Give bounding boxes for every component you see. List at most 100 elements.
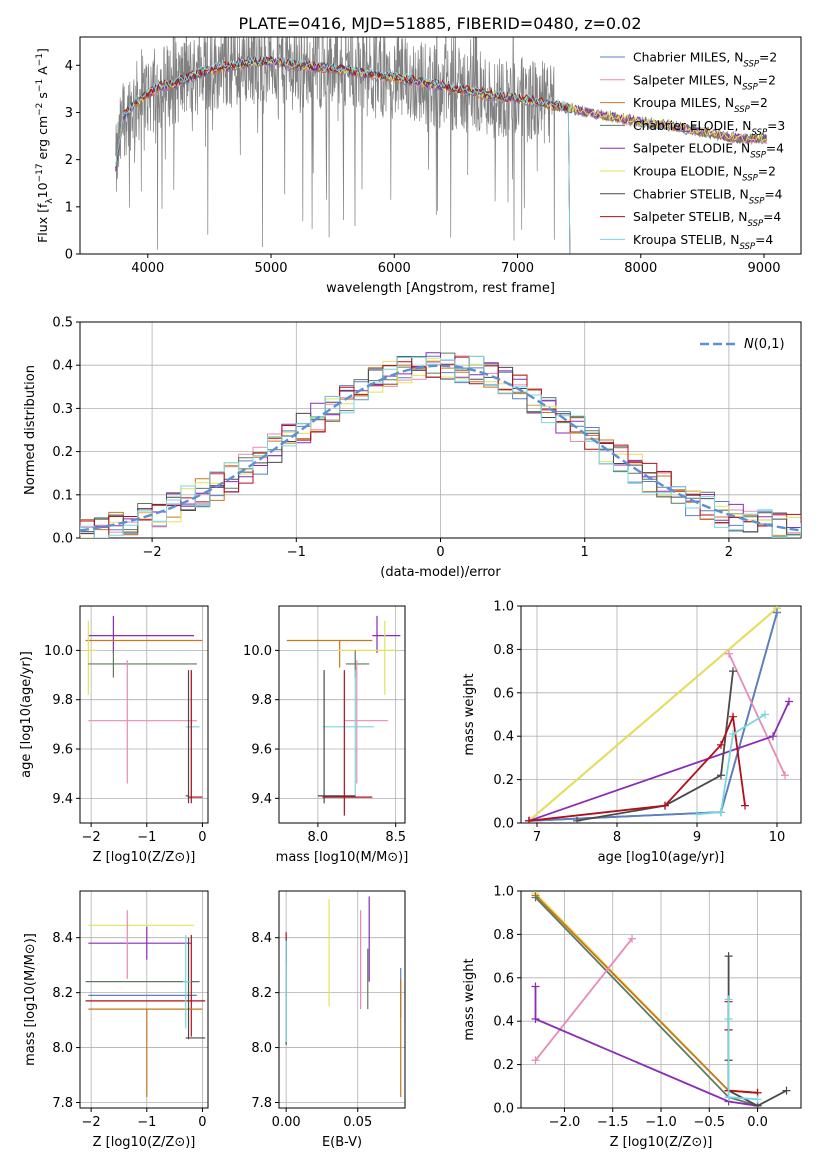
x-tick-label: 2 <box>725 545 733 560</box>
x-tick-label: −1.0 <box>645 1115 677 1130</box>
legend-label: Salpeter STELIB, NSSP=4 <box>633 210 781 229</box>
data-point-marker <box>753 1095 762 1104</box>
spectrum-panel: 4000 5000 6000 7000 8000 9000 0 1 2 3 4 wavelength … <box>35 36 802 296</box>
y-tick-label: 0.4 <box>493 1015 514 1030</box>
x-tick-label: −0.5 <box>693 1115 725 1130</box>
data-point-marker <box>717 808 725 817</box>
y-tick-label: 7.8 <box>251 1096 272 1111</box>
data-point-marker <box>773 608 781 617</box>
series-line <box>534 938 633 1061</box>
y-tick-label: 10.0 <box>243 644 272 659</box>
y-tick-label: 0.0 <box>493 817 514 832</box>
y-tick-label: 0.6 <box>493 686 514 701</box>
histogram-step-line <box>80 356 801 538</box>
y-tick-label: 1.0 <box>493 885 514 900</box>
series-line <box>728 653 786 776</box>
mass-weight-vs-Z-panel: −2.0 −1.5 −1.0 −0.5 0.0 0.0 0.2 0.4 0.6 0.8 1.0 Z [… <box>462 885 802 1150</box>
legend-label: Chabrier STELIB, NSSP=4 <box>633 187 783 206</box>
x-tick-label: 1 <box>581 545 589 560</box>
x-tick-label: 0.00 <box>272 1115 301 1130</box>
data-point-marker <box>729 667 737 676</box>
data-point-marker <box>724 1015 733 1024</box>
series-line <box>528 713 746 822</box>
data-point-marker <box>729 730 737 739</box>
x-axis-label: E(B-V) <box>322 1135 362 1150</box>
series-area <box>531 891 791 1108</box>
y-tick-label: 0.2 <box>52 445 73 460</box>
x-tick-label: 4000 <box>131 261 164 276</box>
x-tick-label: 10 <box>769 830 786 845</box>
y-tick-label: 0.8 <box>493 928 514 943</box>
data-point-marker <box>724 995 733 1004</box>
data-point-marker <box>531 893 540 902</box>
x-tick-label: −2 <box>82 830 101 845</box>
series-line <box>576 670 734 822</box>
data-point-marker <box>741 801 749 810</box>
data-point-marker <box>785 697 793 706</box>
axes-frame <box>520 605 802 824</box>
x-tick-label: −2.0 <box>549 1115 581 1130</box>
y-tick-label: 9.8 <box>251 693 272 708</box>
spectrum-plot-area <box>115 37 767 254</box>
age-vs-mass-panel: 8.0 8.5 9.4 9.6 9.8 10.0 mass [log10(M/M⊙)] <box>243 605 409 865</box>
y-tick-label: 4 <box>65 59 73 74</box>
spectrum-legend: Chabrier MILES, NSSP=2 Salpeter MILES, NS… <box>600 51 785 252</box>
y-tick-label: 0.5 <box>52 316 73 331</box>
x-tick-label: −1.5 <box>597 1115 629 1130</box>
figure-title: PLATE=0416, MJD=51885, FIBERID=0480, z=0… <box>238 14 641 33</box>
gaussian-curve <box>80 364 801 532</box>
y-tick-label: 0.1 <box>52 488 73 503</box>
x-tick-label: −1 <box>137 830 156 845</box>
x-axis-label: Z [log10(Z/Z⊙)] <box>610 1135 713 1150</box>
data-point-marker <box>729 712 737 721</box>
axes-frame <box>79 605 209 824</box>
y-tick-label: 8.4 <box>251 931 272 946</box>
data-point-marker <box>725 649 733 658</box>
x-tick-label: −2 <box>82 1115 101 1130</box>
x-tick-label: 8000 <box>624 261 657 276</box>
y-tick-label: 0 <box>65 248 73 263</box>
x-tick-label: 8 <box>613 830 621 845</box>
data-point-marker <box>769 732 777 741</box>
y-axis-label: age [log10(age/yr)] <box>19 651 34 778</box>
x-axis-label: mass [log10(M/M⊙)] <box>276 850 409 865</box>
y-tick-label: 0.4 <box>52 359 73 374</box>
y-tick-label: 9.8 <box>52 693 73 708</box>
y-tick-label: 1.0 <box>493 600 514 615</box>
y-tick-label: 8.4 <box>52 931 73 946</box>
x-tick-label: 7 <box>533 830 541 845</box>
legend-label: Kroupa ELODIE, NSSP=2 <box>633 165 776 184</box>
legend-label: Kroupa STELIB, NSSP=4 <box>633 233 773 252</box>
data-point-marker <box>525 816 533 823</box>
x-tick-label: 9000 <box>747 261 780 276</box>
x-tick-label: 9 <box>693 830 701 845</box>
x-tick-label: 8.5 <box>385 830 406 845</box>
data-point-marker <box>628 934 637 943</box>
series-line <box>534 892 758 1094</box>
series-line <box>534 894 758 1094</box>
x-tick-label: 8.0 <box>308 830 329 845</box>
x-axis-label: age [log10(age/yr)] <box>598 850 725 865</box>
data-point-marker <box>717 771 725 780</box>
x-axis-label: Z [log10(Z/Z⊙)] <box>93 1135 196 1150</box>
x-tick-label: 7000 <box>501 261 534 276</box>
y-tick-label: 0.3 <box>52 402 73 417</box>
legend-label: N(0,1) <box>744 337 785 352</box>
legend-label: Salpeter ELODIE, NSSP=4 <box>633 142 784 161</box>
x-tick-label: 5000 <box>254 261 287 276</box>
series-line <box>696 713 766 816</box>
y-tick-label: 3 <box>65 106 73 121</box>
y-tick-label: 9.6 <box>251 743 272 758</box>
y-tick-label: 10.0 <box>44 644 73 659</box>
y-axis-label: Flux [fλ10−17 erg cm−2 s−1 A−1] <box>35 48 55 243</box>
x-tick-label: −1 <box>287 545 306 560</box>
x-tick-label: −1 <box>137 1115 156 1130</box>
y-tick-label: 7.8 <box>52 1096 73 1111</box>
data-point-marker <box>531 982 540 991</box>
x-tick-label: 6000 <box>378 261 411 276</box>
model-spectrum-line <box>115 55 571 254</box>
legend-label: Kroupa MILES, NSSP=2 <box>633 96 768 115</box>
y-tick-label: 0.2 <box>493 1058 514 1073</box>
x-tick-label: 0 <box>198 830 206 845</box>
